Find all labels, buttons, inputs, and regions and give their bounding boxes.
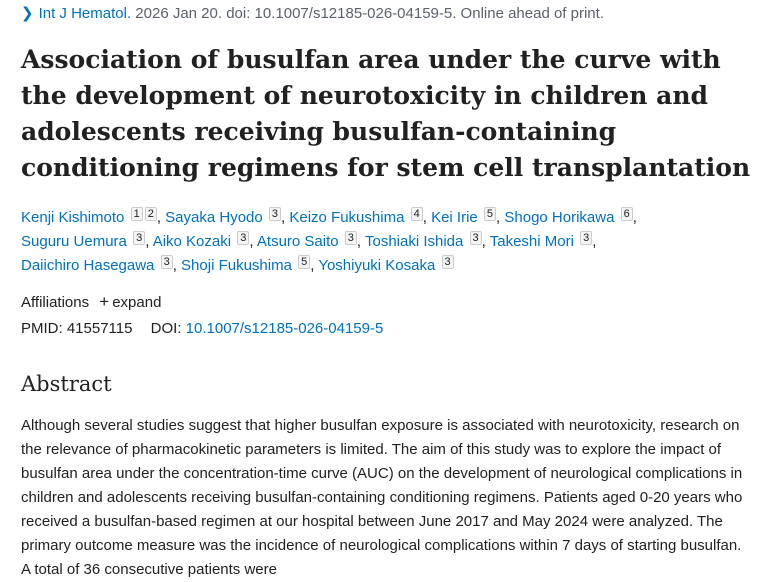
author-link[interactable]: Yoshiyuki Kosaka	[318, 257, 436, 274]
author-link[interactable]: Atsuro Saito	[256, 233, 339, 250]
citation-details: 2026 Jan 20. doi: 10.1007/s12185-026-041…	[135, 5, 604, 22]
affiliation-badge[interactable]: 5	[483, 207, 497, 221]
author-item: Atsuro Saito 3	[256, 231, 357, 250]
author-link[interactable]: Shogo Horikawa	[504, 209, 615, 226]
affiliation-badge[interactable]: 3	[441, 255, 454, 269]
affiliation-badge[interactable]: 2	[144, 207, 157, 221]
plus-icon: +	[99, 292, 110, 311]
pmid-value: 41557115	[66, 320, 133, 337]
affiliation-badge[interactable]: 3	[237, 231, 250, 245]
affiliation-badge[interactable]: 3	[133, 231, 146, 245]
affiliation-badge[interactable]: 4	[410, 207, 423, 221]
author-item: Suguru Uemura 3	[21, 231, 146, 250]
citation-line: ❯ Int J Hematol. 2026 Jan 20. doi: 10.100…	[21, 4, 604, 22]
affiliation-badge[interactable]: 6	[620, 207, 633, 221]
abstract-text: Although several studies suggest that hi…	[21, 417, 743, 578]
affiliation-badge[interactable]: 3	[344, 231, 357, 245]
author-item: Shoji Fukushima 5	[181, 255, 311, 274]
author-item: Keizo Fukushima 4	[289, 207, 423, 226]
author-item: Shogo Horikawa 6	[504, 207, 633, 226]
journal-link[interactable]: Int J Hematol.	[38, 5, 132, 22]
chevron-right-icon[interactable]: ❯	[21, 5, 34, 22]
author-link[interactable]: Aiko Kozaki	[152, 233, 232, 250]
author-item: Sayaka Hyodo 3	[165, 207, 282, 226]
author-link[interactable]: Toshiaki Ishida	[364, 233, 464, 250]
authors-line: Daiichiro Hasegawa 3, Shoji Fukushima 5,…	[21, 254, 741, 278]
affiliation-badge[interactable]: 3	[160, 255, 173, 269]
article-identifiers: PMID: 41557115 DOI: 10.1007/s12185-026-0…	[21, 320, 383, 337]
author-link[interactable]: Suguru Uemura	[21, 233, 127, 250]
doi-link[interactable]: 10.1007/s12185-026-04159-5	[185, 320, 384, 337]
affiliation-badge[interactable]: 3	[268, 207, 282, 221]
authors-line: Suguru Uemura 3, Aiko Kozaki 3, Atsuro S…	[21, 231, 597, 250]
affiliation-badge[interactable]: 1	[130, 207, 143, 221]
author-link[interactable]: Kei Irie	[431, 209, 478, 226]
pmid-label: PMID:	[21, 320, 63, 337]
article-title: Association of busulfan area under the c…	[21, 45, 751, 182]
author-item: Aiko Kozaki 3	[152, 231, 250, 250]
author-item: Yoshiyuki Kosaka 3	[318, 255, 454, 274]
doi-label: DOI:	[150, 320, 182, 337]
abstract-heading: Abstract	[21, 372, 112, 396]
author-item: Takeshi Mori 3	[489, 231, 593, 250]
affiliation-badge[interactable]: 5	[298, 255, 311, 269]
author-link[interactable]: Takeshi Mori	[489, 233, 574, 250]
author-item: Toshiaki Ishida 3	[364, 231, 482, 250]
affiliation-badge[interactable]: 3	[580, 231, 593, 245]
expand-affiliations-button[interactable]: + expand	[99, 292, 162, 311]
author-link[interactable]: Shoji Fukushima	[181, 257, 292, 274]
expand-label: expand	[112, 294, 162, 311]
affiliations-toggle: Affiliations + expand	[21, 292, 161, 312]
author-link[interactable]: Keizo Fukushima	[289, 209, 405, 226]
affiliations-label: Affiliations	[21, 294, 90, 311]
author-link[interactable]: Kenji Kishimoto	[21, 209, 125, 226]
author-link[interactable]: Daiichiro Hasegawa	[21, 257, 155, 274]
author-item: Kei Irie 5	[431, 207, 497, 226]
author-link[interactable]: Sayaka Hyodo	[165, 209, 263, 226]
affiliation-badge[interactable]: 3	[469, 231, 482, 245]
author-item: Daiichiro Hasegawa 3	[21, 255, 173, 274]
